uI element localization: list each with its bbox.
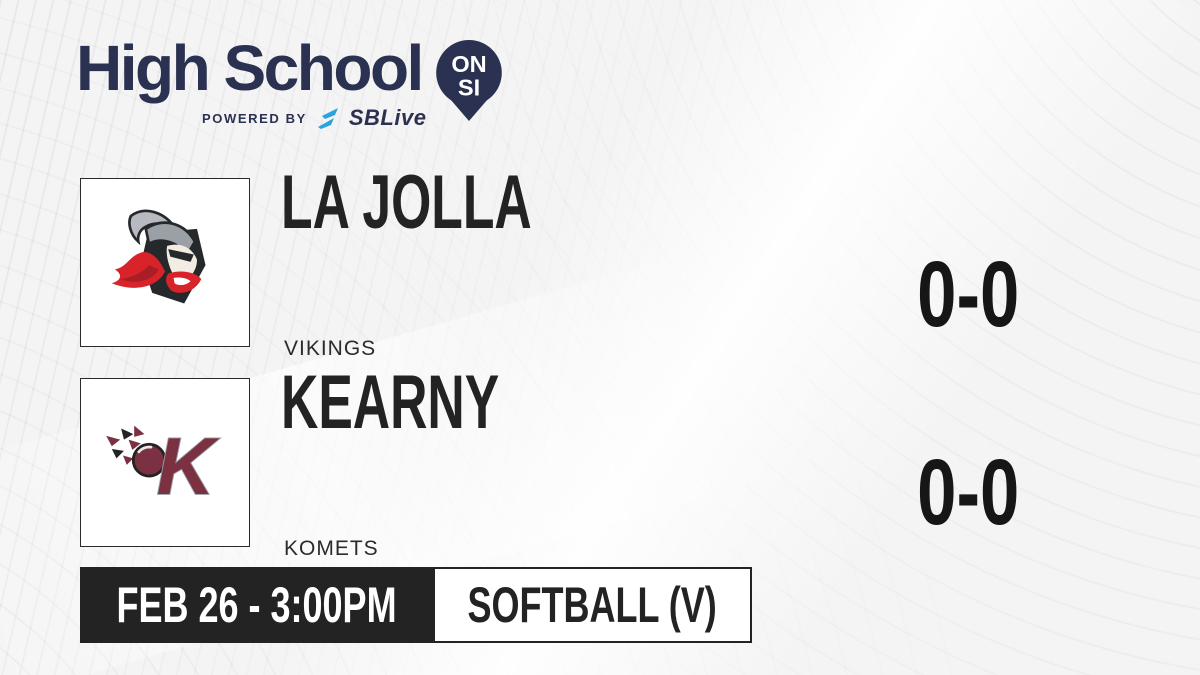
team1-name-text: LA JOLLA [281,160,532,245]
brand-title: High School [76,32,424,104]
komet-k-letter: K [157,421,220,511]
game-event-text: SOFTBALL (V) [467,577,718,633]
on-si-pin-icon: ON SI [436,40,502,121]
team2-mascot: KOMETS [284,537,379,560]
sblive-wordmark: SBLive [348,105,427,130]
team1-record: 0-0 [851,248,1085,341]
komet-k-icon: K [106,420,221,512]
powered-by-row: POWERED BY SBLive [202,105,426,131]
viking-head-icon [111,209,206,304]
game-event-box: SOFTBALL (V) [433,567,752,643]
game-datetime-text: FEB 26 - 3:00PM [116,577,397,633]
team2-logo-box: K [80,378,250,547]
team1-name: LA JOLLA [281,165,650,241]
team1-record-text: 0-0 [916,242,1020,346]
team1-mascot: VIKINGS [284,337,377,360]
pin-badge-line2: SI [458,74,480,100]
powered-by-label: POWERED BY [202,110,307,126]
sblive-bolt-icon [317,108,338,129]
team2-record: 0-0 [851,446,1085,539]
team2-name-text: KEARNY [281,360,500,445]
team2-name: KEARNY [281,365,602,441]
game-datetime-box: FEB 26 - 3:00PM [80,567,433,643]
pin-badge-line1: ON [451,51,486,77]
team2-record-text: 0-0 [916,440,1020,544]
team1-logo-box [80,178,250,347]
